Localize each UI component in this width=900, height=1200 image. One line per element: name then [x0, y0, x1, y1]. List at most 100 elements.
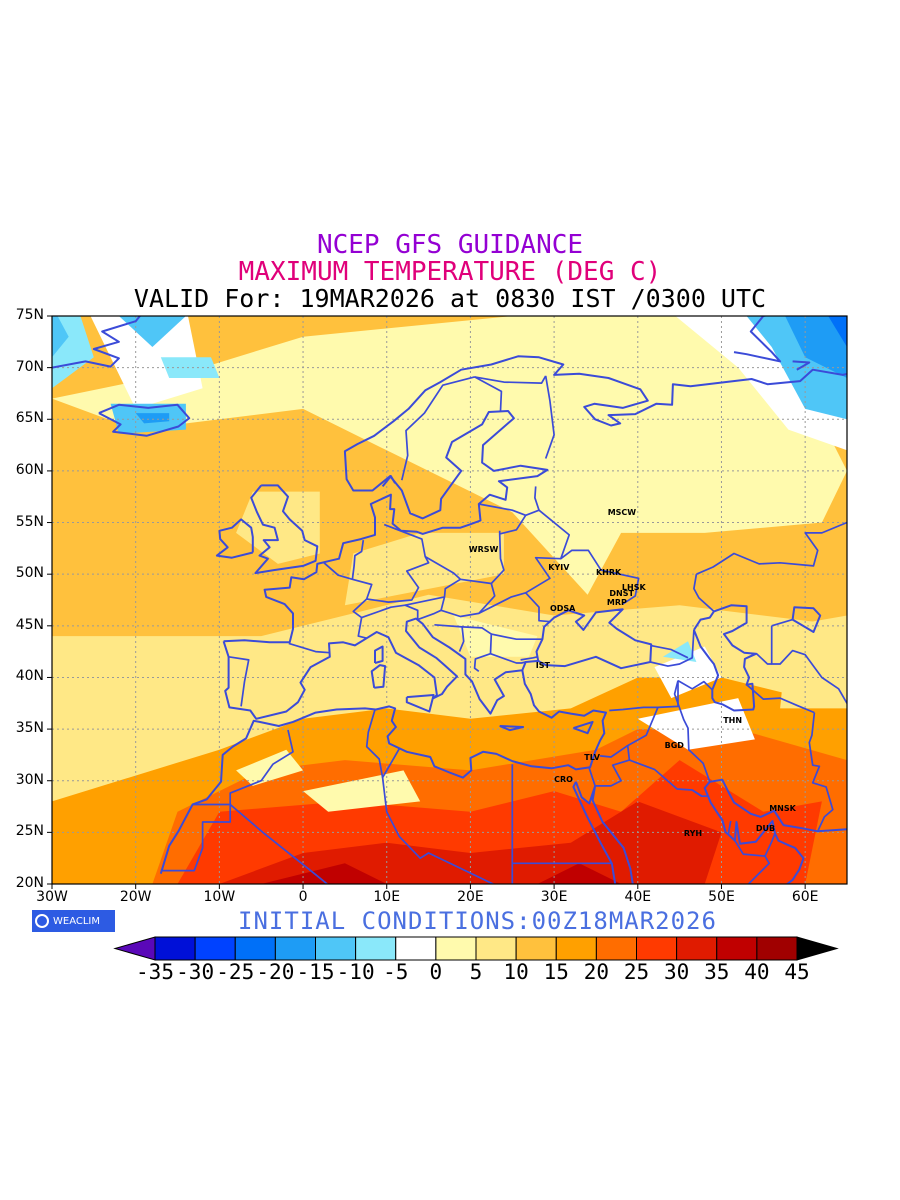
city-label-odsa: ODSA	[549, 604, 576, 614]
border-36	[229, 803, 329, 884]
coastline-3	[215, 518, 254, 559]
lat-label: 50N	[15, 565, 44, 582]
colorbar-label: 0	[429, 960, 443, 984]
temperature-band-15	[780, 615, 847, 709]
temperature-band-2	[52, 316, 847, 595]
lat-label: 70N	[15, 358, 44, 375]
lon-label: 30W	[36, 889, 68, 905]
colorbar-box	[274, 936, 316, 961]
border-1	[228, 655, 250, 707]
coastline-15	[692, 604, 757, 712]
border-39	[746, 684, 815, 714]
coastline-12	[572, 781, 617, 884]
colorbar-box	[154, 936, 196, 961]
border-47	[693, 574, 715, 613]
coastline-19	[792, 360, 811, 371]
coastline-4	[98, 403, 191, 437]
lat-label: 30N	[15, 771, 44, 788]
coastline-8	[499, 725, 525, 732]
colorbar-box	[315, 936, 357, 961]
border-17	[478, 503, 527, 517]
border-20	[474, 375, 547, 384]
border-30	[588, 768, 596, 787]
map-title: NCEP GFS GUIDANCE	[316, 230, 584, 260]
colorbar	[113, 936, 839, 961]
weaclim-logo-icon	[35, 914, 49, 928]
border-29	[629, 759, 709, 798]
colorbar-min-arrow	[113, 936, 156, 961]
border-8	[440, 583, 496, 618]
colorbar-box	[636, 936, 678, 961]
colorbar-label: -15	[296, 960, 335, 984]
lon-label: 50E	[708, 889, 735, 905]
colorbar-box	[756, 936, 798, 961]
coastline-2	[250, 484, 319, 575]
border-28	[595, 745, 631, 787]
city-label-cro: CRO	[554, 774, 573, 784]
border-42	[764, 833, 776, 857]
colorbar-label: 15	[543, 960, 569, 984]
lon-label: 30E	[540, 889, 568, 905]
coastline-7	[405, 694, 435, 713]
border-34	[365, 709, 384, 778]
temperature-band-9	[261, 863, 387, 884]
lat-label: 40N	[15, 668, 44, 685]
border-15	[525, 549, 640, 605]
border-19	[544, 375, 555, 459]
border-44	[691, 789, 703, 797]
city-label-ist: IST	[535, 661, 550, 671]
colorbar-label: 35	[704, 960, 730, 984]
colorbar-box	[676, 936, 718, 961]
temperature-band-27	[785, 316, 847, 378]
temperature-band-10	[537, 863, 622, 884]
lon-label: 20E	[457, 889, 484, 905]
lon-label: 0	[298, 889, 308, 905]
border-4	[366, 523, 430, 603]
lat-label: 35N	[15, 720, 44, 737]
colorbar-label: 20	[583, 960, 610, 984]
valid-time: VALID For: 19MAR2026 at 0830 IST /0300 U…	[133, 284, 767, 313]
border-10	[434, 623, 465, 652]
coastline-17	[733, 316, 782, 363]
temperature-band-16	[303, 770, 421, 812]
lat-label: 75N	[15, 307, 44, 323]
coastline-11	[574, 781, 634, 884]
coastline-0	[222, 608, 653, 720]
border-21	[400, 376, 475, 481]
colorbar-box	[355, 936, 397, 961]
coastline-14	[709, 778, 847, 833]
border-22	[474, 376, 503, 412]
border-50	[744, 652, 772, 665]
city-label-ryh: RYH	[683, 829, 703, 839]
colorbar-box	[234, 936, 276, 961]
coastline-5	[370, 664, 387, 689]
colorbar-box	[395, 936, 437, 961]
border-13	[478, 591, 551, 623]
lat-label: 20N	[15, 875, 44, 891]
coastline-9	[573, 720, 594, 735]
coastlines	[52, 316, 847, 884]
coastline-1	[223, 355, 847, 644]
border-3	[351, 539, 365, 580]
border-9	[417, 609, 442, 621]
coastline-20	[381, 475, 396, 488]
border-49	[771, 618, 793, 627]
lon-label: 60E	[791, 889, 819, 905]
border-37	[160, 803, 232, 872]
coastline-18	[52, 316, 142, 369]
temperature-map	[47, 315, 848, 961]
lon-label: 40E	[624, 889, 652, 905]
lon-label: 10W	[203, 889, 236, 905]
colorbar-label: -5	[383, 960, 409, 984]
border-46	[696, 521, 847, 575]
temperature-band-28	[828, 316, 847, 347]
colorbar-label: 25	[623, 960, 650, 984]
colorbar-label: 45	[784, 960, 810, 984]
city-label-bgd: BGD	[664, 740, 684, 750]
border-48	[770, 625, 847, 704]
border-12	[491, 633, 543, 641]
axis-ticks	[47, 315, 806, 889]
lat-label: 55N	[15, 513, 44, 530]
coastline-13	[703, 781, 805, 884]
city-label-wrsw: WRSW	[468, 545, 499, 555]
